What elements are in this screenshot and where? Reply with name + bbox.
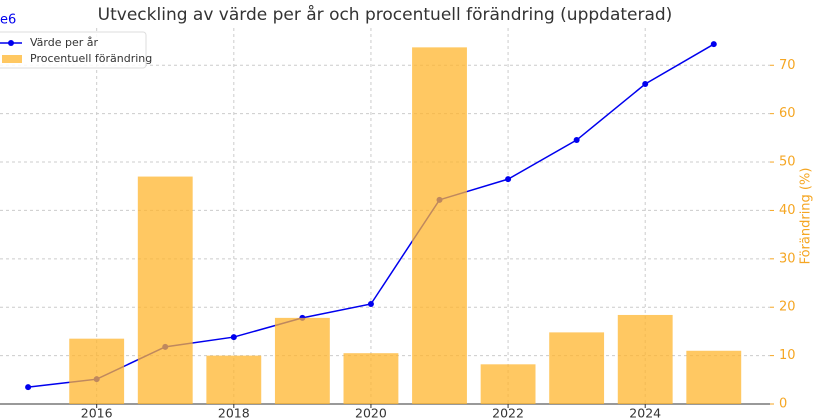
x-tick-label: 2016 bbox=[81, 406, 113, 418]
offset-label: e6 bbox=[0, 13, 16, 28]
point bbox=[573, 137, 580, 144]
bar bbox=[137, 176, 193, 404]
y2-tick-label: 60 bbox=[779, 106, 796, 121]
chart-title: Utveckling av värde per år och procentue… bbox=[98, 4, 673, 25]
y2-tick-label: 40 bbox=[779, 203, 796, 218]
bar bbox=[343, 353, 399, 404]
y2-tick-label: 70 bbox=[779, 58, 796, 73]
bar bbox=[69, 338, 125, 404]
x-tick-label: 2022 bbox=[492, 406, 524, 418]
bar bbox=[206, 355, 262, 404]
x-tick-label: 2018 bbox=[218, 406, 250, 418]
bar bbox=[412, 47, 467, 404]
bar bbox=[686, 350, 742, 404]
legend-label: Procentuell förändring bbox=[30, 52, 152, 65]
x-tick-label: 2020 bbox=[355, 406, 387, 418]
y2-tick-label: 20 bbox=[779, 300, 796, 315]
y2-tick-label: 10 bbox=[779, 348, 796, 363]
bar bbox=[549, 332, 605, 404]
x-tick-label: 2024 bbox=[629, 406, 661, 418]
legend-label: Värde per år bbox=[30, 36, 98, 49]
legend-swatch bbox=[2, 55, 22, 63]
legend: Värde per år Procentuell förändring bbox=[0, 31, 152, 69]
bar bbox=[480, 364, 536, 404]
bar bbox=[274, 317, 330, 404]
point bbox=[642, 81, 649, 88]
legend-marker bbox=[8, 40, 14, 46]
y2-axis-label: Förändring (%) bbox=[799, 168, 814, 265]
point bbox=[230, 334, 237, 341]
bar bbox=[617, 314, 673, 404]
point bbox=[25, 384, 32, 391]
legend-box bbox=[0, 31, 147, 69]
y2-tick-label: 50 bbox=[779, 155, 796, 170]
point bbox=[505, 176, 512, 183]
point bbox=[710, 41, 717, 48]
y2-tick-label: 30 bbox=[779, 251, 796, 266]
y2-tick-label: 0 bbox=[779, 397, 787, 412]
point bbox=[367, 300, 374, 307]
